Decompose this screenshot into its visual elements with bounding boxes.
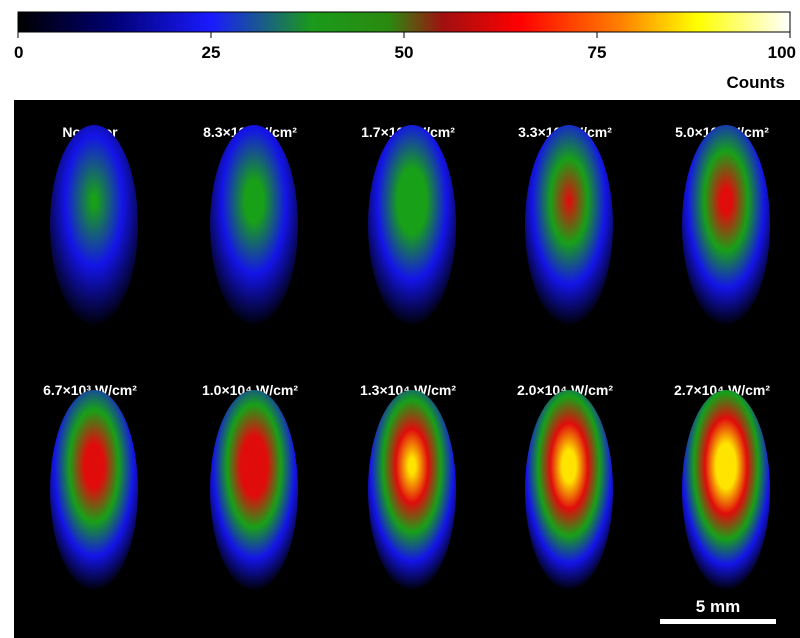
colorbar [17, 11, 791, 33]
colorbar-tick-label: 50 [395, 43, 414, 62]
panel-label: 1.0×10⁴ W/cm² [202, 382, 298, 398]
panel-label: 2.7×10⁴ W/cm² [674, 382, 770, 398]
emission-image [210, 125, 298, 325]
scale-bar [660, 619, 776, 624]
colorbar-tick-label: 0 [14, 43, 23, 62]
panel-label: 2.0×10⁴ W/cm² [517, 382, 613, 398]
emission-image [525, 125, 613, 325]
emission-image [368, 125, 456, 325]
emission-image [682, 390, 770, 590]
colorbar-tick-label: 75 [588, 43, 607, 62]
colorbar-tick-label: 25 [202, 43, 221, 62]
emission-image [50, 125, 138, 325]
emission-image [368, 390, 456, 590]
scale-bar-label: 5 mm [696, 597, 740, 616]
colorbar-tick-label: 100 [768, 43, 796, 62]
emission-image [50, 390, 138, 590]
emission-image [210, 390, 298, 590]
panel-label: 1.3×10⁴ W/cm² [360, 382, 456, 398]
colorbar-label: Counts [726, 73, 785, 92]
emission-image [525, 390, 613, 590]
panel-label: 6.7×10³ W/cm² [43, 382, 137, 398]
emission-image [682, 125, 770, 325]
